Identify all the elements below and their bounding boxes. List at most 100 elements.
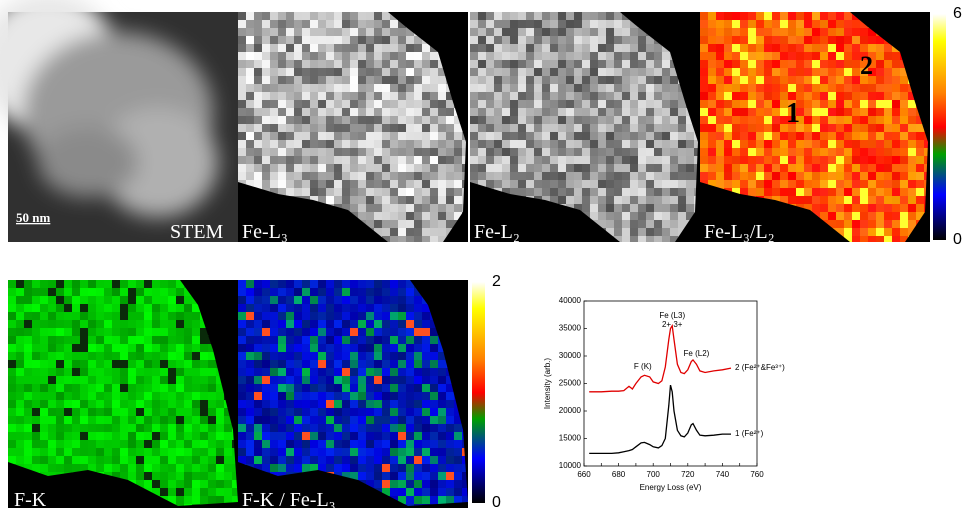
pixel	[662, 52, 670, 60]
pixel	[350, 360, 358, 368]
pixel	[374, 360, 382, 368]
pixel	[302, 76, 310, 84]
pixel	[278, 124, 286, 132]
pixel	[96, 416, 104, 424]
pixel	[382, 472, 390, 480]
pixel	[414, 304, 422, 312]
pixel	[176, 416, 184, 424]
pixel	[716, 76, 724, 84]
pixel	[550, 188, 558, 196]
pixel	[366, 440, 374, 448]
pixel	[502, 44, 510, 52]
pixel	[740, 116, 748, 124]
pixel	[318, 20, 326, 28]
pixel	[700, 164, 708, 172]
pixel	[438, 100, 446, 108]
pixel	[542, 76, 550, 84]
pixel	[32, 392, 40, 400]
pixel	[56, 408, 64, 416]
pixel	[270, 368, 278, 376]
pixel	[606, 140, 614, 148]
pixel	[502, 28, 510, 36]
pixel	[566, 68, 574, 76]
pixel	[414, 60, 422, 68]
pixel	[32, 456, 40, 464]
pixel	[310, 68, 318, 76]
pixel	[558, 28, 566, 36]
pixel	[662, 220, 670, 228]
pixel	[654, 212, 662, 220]
pixel	[216, 480, 224, 488]
pixel	[136, 344, 144, 352]
pixel	[876, 52, 884, 60]
pixel	[8, 312, 16, 320]
pixel	[804, 28, 812, 36]
pixel	[646, 108, 654, 116]
pixel	[438, 116, 446, 124]
pixel	[772, 12, 780, 20]
pixel	[326, 312, 334, 320]
pixel	[724, 28, 732, 36]
pixel	[892, 108, 900, 116]
pixel	[382, 116, 390, 124]
pixel	[286, 368, 294, 376]
pixel	[598, 108, 606, 116]
pixel	[406, 68, 414, 76]
pixel	[622, 204, 630, 212]
pixel	[772, 108, 780, 116]
pixel	[246, 76, 254, 84]
pixel	[430, 204, 438, 212]
pixel	[254, 432, 262, 440]
pixel	[590, 108, 598, 116]
pixel	[828, 116, 836, 124]
pixel	[334, 92, 342, 100]
pixel	[176, 424, 184, 432]
pixel	[16, 280, 24, 288]
pixel	[64, 440, 72, 448]
pixel	[446, 408, 454, 416]
pixel	[582, 188, 590, 196]
pixel	[748, 36, 756, 44]
pixel	[238, 76, 246, 84]
pixel	[820, 196, 828, 204]
pixel	[868, 172, 876, 180]
pixel	[630, 124, 638, 132]
pixel	[350, 84, 358, 92]
pixel	[208, 360, 216, 368]
pixel	[390, 180, 398, 188]
pixel	[318, 352, 326, 360]
pixel	[390, 464, 398, 472]
pixel	[398, 464, 406, 472]
pixel	[414, 228, 422, 236]
pixel	[270, 288, 278, 296]
pixel	[270, 140, 278, 148]
pixel	[56, 344, 64, 352]
pixel	[318, 280, 326, 288]
pixel	[262, 304, 270, 312]
pixel	[238, 424, 246, 432]
pixel	[780, 156, 788, 164]
pixel	[740, 36, 748, 44]
pixel	[334, 44, 342, 52]
pixel	[446, 220, 454, 228]
pixel	[238, 288, 246, 296]
pixel	[120, 416, 128, 424]
pixel	[422, 116, 430, 124]
pixel	[342, 148, 350, 156]
pixel	[406, 352, 414, 360]
pixel	[606, 220, 614, 228]
pixel	[844, 156, 852, 164]
pixel	[342, 328, 350, 336]
pixel	[184, 296, 192, 304]
pixel	[262, 100, 270, 108]
pixel	[374, 124, 382, 132]
pixel	[246, 68, 254, 76]
pixel	[176, 432, 184, 440]
pixel	[358, 132, 366, 140]
pixel	[518, 180, 526, 188]
pixel	[598, 132, 606, 140]
pixel	[246, 140, 254, 148]
pixel	[558, 196, 566, 204]
pixel	[88, 456, 96, 464]
pixel	[176, 336, 184, 344]
